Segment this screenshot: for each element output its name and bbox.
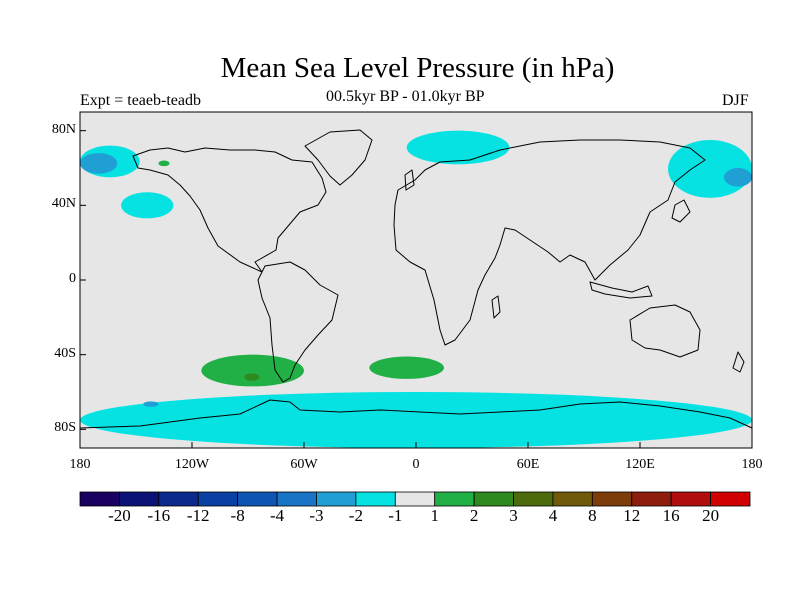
region-southern-ocean-anomaly: [80, 392, 752, 448]
region-southern-ocean-core: [143, 401, 159, 407]
region-south-pacific-positive: [201, 354, 304, 387]
colorbar-box: [119, 491, 160, 507]
colorbar-label: 20: [702, 506, 720, 525]
plot-title: Mean Sea Level Pressure (in hPa): [220, 52, 615, 84]
colorbar-label: 16: [662, 506, 680, 525]
lat-tick-label: 40N: [51, 196, 76, 212]
colorbar-label: 8: [588, 506, 597, 525]
coastline-australia: [629, 304, 701, 358]
colorbar-label: 2: [469, 506, 479, 525]
colorbar-label: -3: [309, 506, 324, 525]
coastline-north-america: [132, 147, 327, 273]
colorbar-label: 12: [623, 506, 641, 525]
lon-tick-label: 180: [69, 457, 91, 472]
lon-tick-label: 120W: [174, 457, 210, 472]
lon-tick-label: 60W: [290, 457, 318, 472]
lon-tick-label: 180: [741, 457, 763, 472]
coastline-south-america: [257, 261, 339, 383]
region-south-atlantic-positive: [369, 356, 444, 379]
coastline-eurasia-africa: [393, 139, 706, 346]
lon-tick-label: 0: [412, 457, 420, 472]
anomaly-regions: [80, 130, 752, 448]
coastlines: [79, 129, 753, 429]
region-northwest-pacific-core: [724, 168, 752, 187]
colorbar-box: [513, 491, 554, 507]
lat-tick-label: 0: [69, 271, 76, 286]
colorbar-box: [631, 491, 672, 507]
map-panel: [79, 111, 753, 449]
lat-tick-label: 80N: [51, 121, 76, 137]
colorbar-label: -16: [147, 506, 171, 525]
lat-tick-label: 80S: [54, 420, 76, 436]
colorbar-label: -1: [388, 506, 403, 525]
region-northeast-pacific-anomaly: [121, 192, 174, 219]
colorbar-box: [710, 491, 751, 507]
period-label: 00.5kyr BP - 01.0kyr BP: [326, 88, 485, 105]
colorbar-box: [591, 491, 633, 507]
colorbar-box: [79, 491, 120, 507]
colorbar-label: -12: [186, 506, 210, 525]
coastline-madagascar: [491, 295, 501, 319]
lon-tick-label: 60E: [516, 457, 540, 472]
colorbar-label: 1: [430, 506, 439, 525]
latitude-tick-marks: [80, 130, 86, 430]
colorbar-label: 4: [548, 506, 558, 525]
longitude-tick-marks: [79, 442, 753, 448]
lon-tick-label: 120E: [625, 457, 655, 472]
coastline-greenland: [304, 129, 373, 186]
colorbar-box: [434, 491, 475, 507]
colorbar-box: [276, 491, 317, 507]
colorbar-label: -2: [348, 506, 363, 525]
region-alaska-positive: [158, 160, 170, 167]
coastline-new-zealand: [732, 351, 745, 373]
region-north-pacific-core: [80, 153, 118, 174]
colorbar-box: [158, 491, 199, 507]
coastline-indonesia: [589, 281, 653, 299]
colorbar-box: [473, 491, 514, 507]
colorbar-label: 3: [509, 506, 518, 525]
colorbar-box: [552, 491, 593, 507]
coastline-antarctica: [79, 399, 753, 429]
colorbar-label: -4: [269, 506, 285, 525]
season-label: DJF: [722, 92, 749, 109]
colorbar-box: [316, 491, 357, 507]
colorbar-label: -8: [230, 506, 245, 525]
colorbar-box: [237, 491, 278, 507]
region-south-pacific-core: [244, 373, 260, 381]
colorbar-label: -20: [108, 506, 131, 525]
coastline-japan: [671, 199, 691, 223]
colorbar-box: [670, 491, 711, 507]
coastline-uk: [404, 169, 415, 191]
experiment-label: Expt = teaeb-teadb: [80, 92, 201, 109]
colorbar-box: [197, 491, 239, 507]
region-north-atlantic-anomaly: [406, 130, 510, 165]
colorbar-box: [394, 491, 436, 507]
lat-tick-label: 40S: [54, 345, 76, 361]
colorbar-box: [355, 491, 396, 507]
colorbar: [79, 491, 751, 507]
